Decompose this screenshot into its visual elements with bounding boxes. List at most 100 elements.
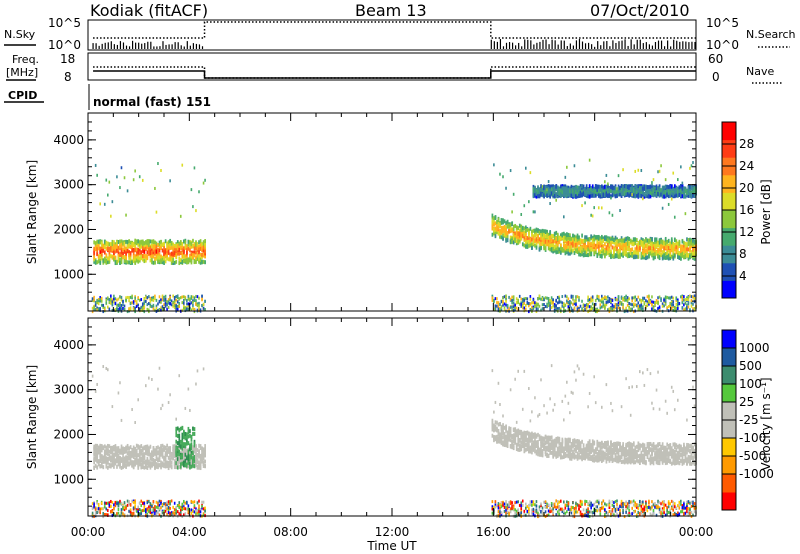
data-cell: [196, 253, 199, 258]
data-cell: [160, 245, 162, 250]
data-cell: [569, 233, 571, 238]
data-cell: [113, 297, 115, 301]
data-cell: [166, 247, 168, 252]
data-cell: [523, 298, 526, 302]
data-cell: [164, 294, 167, 298]
data-cell: [119, 252, 121, 257]
data-cell: [134, 248, 137, 253]
data-cell: [107, 193, 109, 197]
data-cell: [675, 186, 678, 191]
data-cell: [559, 236, 562, 241]
data-cell: [496, 223, 498, 228]
data-cell: [686, 296, 688, 300]
data-cell: [132, 460, 135, 465]
data-cell: [172, 258, 175, 263]
data-cell: [517, 232, 520, 237]
data-cell: [584, 187, 586, 192]
data-cell: [604, 249, 606, 254]
data-cell: [575, 194, 577, 199]
data-cell: [564, 233, 567, 238]
data-cell: [567, 245, 570, 250]
data-cell: [588, 237, 591, 242]
data-cell: [546, 305, 548, 309]
data-cell: [140, 504, 143, 508]
data-cell: [632, 193, 635, 198]
data-cell: [648, 302, 650, 306]
data-cell: [582, 187, 585, 192]
data-cell: [173, 300, 176, 304]
data-cell: [555, 243, 558, 248]
data-cell: [113, 294, 115, 298]
data-cell: [521, 228, 524, 233]
data-cell: [528, 233, 530, 238]
data-cell: [556, 241, 559, 246]
data-cell: [111, 300, 114, 304]
data-cell: [102, 507, 105, 511]
data-cell: [537, 307, 539, 311]
data-cell: [125, 458, 127, 463]
data-cell: [521, 231, 524, 236]
data-cell: [94, 509, 97, 513]
data-cell: [645, 299, 647, 303]
data-cell: [669, 245, 672, 250]
data-cell: [201, 252, 203, 257]
data-cell: [684, 307, 687, 311]
data-cell: [186, 258, 188, 263]
data-cell: [572, 237, 574, 242]
data-cell: [663, 304, 665, 308]
data-cell: [581, 193, 583, 198]
data-cell: [152, 295, 155, 299]
data-cell: [511, 308, 513, 312]
data-cell: [189, 240, 191, 245]
data-cell: [661, 240, 664, 245]
data-cell: [135, 443, 138, 448]
data-cell: [157, 255, 159, 260]
data-cell: [651, 187, 653, 192]
data-cell: [555, 184, 558, 189]
data-cell: [553, 248, 556, 253]
data-cell: [667, 296, 670, 300]
data-cell: [532, 210, 535, 214]
data-cell: [503, 219, 506, 224]
data-cell: [625, 298, 627, 302]
data-cell: [523, 232, 526, 237]
data-cell: [496, 230, 498, 235]
data-cell: [608, 188, 611, 193]
data-cell: [117, 501, 120, 505]
data-cell: [509, 226, 512, 231]
data-cell: [664, 245, 667, 250]
data-cell: [199, 240, 202, 245]
data-cell: [561, 232, 564, 237]
data-cell: [672, 242, 675, 247]
data-cell: [169, 295, 171, 299]
data-cell: [99, 240, 102, 245]
data-cell: [549, 231, 552, 236]
data-cell: [181, 248, 184, 253]
data-cell: [172, 254, 175, 259]
data-cell: [105, 253, 108, 258]
data-cell: [593, 206, 595, 210]
data-cell: [591, 306, 594, 310]
data-cell: [164, 254, 167, 259]
data-cell: [129, 240, 132, 245]
data-cell: [186, 244, 188, 249]
data-cell: [110, 464, 112, 469]
data-cell: [178, 256, 181, 261]
data-cell: [160, 298, 162, 302]
data-cell: [141, 240, 144, 245]
data-cell: [160, 242, 162, 247]
data-cell: [645, 248, 647, 253]
data-cell: [132, 464, 135, 469]
data-cell: [132, 178, 135, 182]
data-cell: [619, 188, 621, 193]
data-cell: [138, 258, 141, 263]
data-cell: [528, 302, 530, 306]
data-cell: [148, 243, 150, 248]
data-cell: [648, 194, 650, 199]
data-cell: [117, 245, 120, 250]
data-cell: [587, 194, 590, 199]
data-cell: [611, 298, 614, 302]
data-cell: [664, 178, 667, 182]
data-cell: [642, 252, 644, 257]
data-cell: [611, 185, 614, 190]
